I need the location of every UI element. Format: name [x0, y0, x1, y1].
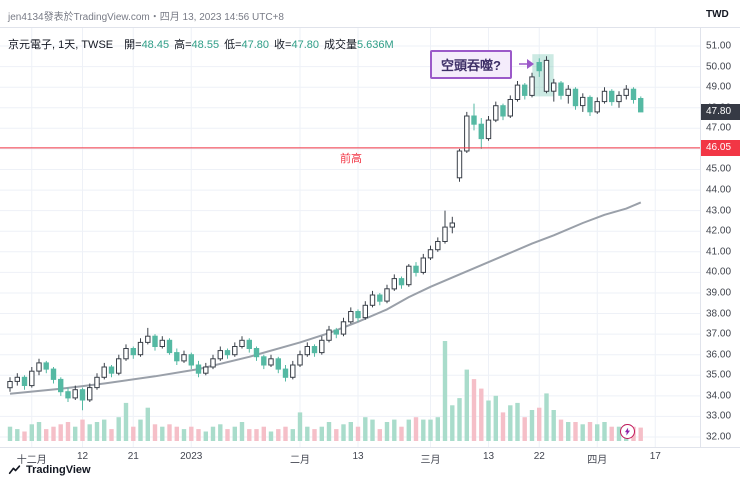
time-tick: 三月	[420, 455, 441, 466]
time-tick: 二月	[290, 455, 310, 466]
time-tick: 十二月	[16, 455, 47, 466]
open-label: 開=	[124, 39, 142, 51]
time-axis[interactable]: 十二月 12 21 2023 二月 13 三月 13 22 四月 17	[0, 447, 740, 466]
lightning-icon	[624, 427, 631, 436]
attribution-text: jen4134發表於TradingView.com・四月 13, 2023 14…	[8, 12, 284, 23]
price-tick: 35.00	[706, 369, 732, 381]
close-value: 47.80	[291, 39, 319, 51]
flash-event-icon[interactable]	[620, 424, 635, 439]
price-tick: 34.00	[706, 390, 732, 402]
price-tick: 50.00	[706, 61, 732, 73]
candles	[7, 56, 644, 411]
price-tick: 37.00	[706, 328, 732, 340]
price-tick: 39.00	[706, 287, 732, 299]
time-tick: 2023	[180, 451, 203, 462]
close-label: 收=	[274, 39, 292, 51]
price-tick: 43.00	[706, 205, 732, 217]
annotation-bearish-engulfing[interactable]: 空頭吞噬?	[430, 50, 512, 79]
time-tick: 17	[649, 451, 661, 462]
time-tick: 四月	[587, 455, 608, 466]
volume-value: 5.636M	[357, 39, 394, 51]
price-tick: 32.00	[706, 431, 732, 443]
last-price-badge: 47.80	[701, 103, 740, 120]
tradingview-logo	[8, 464, 21, 474]
ma-line	[9, 201, 642, 395]
price-tick: 44.00	[706, 184, 732, 196]
time-tick: 13	[352, 451, 364, 462]
symbol-title: 京元電子, 1天, TWSE	[8, 39, 114, 51]
low-value: 47.80	[241, 39, 270, 51]
price-tick: 36.00	[706, 349, 732, 361]
time-tick: 13	[482, 451, 495, 462]
price-tick: 40.00	[706, 266, 732, 278]
price-tick: 42.00	[706, 225, 732, 237]
time-tick: 22	[533, 451, 545, 462]
brand-text: TradingView	[26, 464, 91, 476]
high-label: 高=	[174, 39, 192, 51]
symbol-info[interactable]: 京元電子, 1天, TWSE 開=48.45 高=48.55 低=47.80 收=47.…	[8, 36, 394, 52]
volume-label: 成交量	[324, 39, 357, 51]
level-line-label[interactable]: 前高	[340, 153, 362, 165]
volume-bars	[7, 341, 643, 441]
price-tick: 38.00	[706, 308, 732, 320]
grid	[0, 28, 700, 447]
price-tick: 45.00	[706, 163, 732, 175]
low-label: 低=	[224, 39, 242, 51]
price-tick: 33.00	[706, 410, 732, 422]
price-tick: 47.00	[706, 122, 732, 134]
candlestick-chart[interactable]	[0, 28, 700, 447]
open-value: 48.45	[141, 39, 170, 51]
price-axis[interactable]: 51.0050.0049.0048.0047.0046.0045.0044.00…	[700, 28, 740, 447]
pattern-highlight-box	[532, 54, 554, 97]
annotation-arrowhead	[527, 59, 534, 69]
time-tick: 21	[127, 451, 139, 462]
currency-label: TWD	[706, 9, 729, 20]
price-tick: 41.00	[706, 246, 732, 258]
high-value: 48.55	[191, 39, 220, 51]
time-tick: 12	[76, 451, 89, 462]
top-bar: jen4134發表於TradingView.com・四月 13, 2023 14…	[0, 0, 740, 28]
brand-bar[interactable]: TradingView	[8, 462, 91, 478]
level-price-badge: 46.05	[701, 139, 740, 156]
price-tick: 49.00	[706, 81, 732, 93]
price-tick: 51.00	[706, 40, 732, 52]
